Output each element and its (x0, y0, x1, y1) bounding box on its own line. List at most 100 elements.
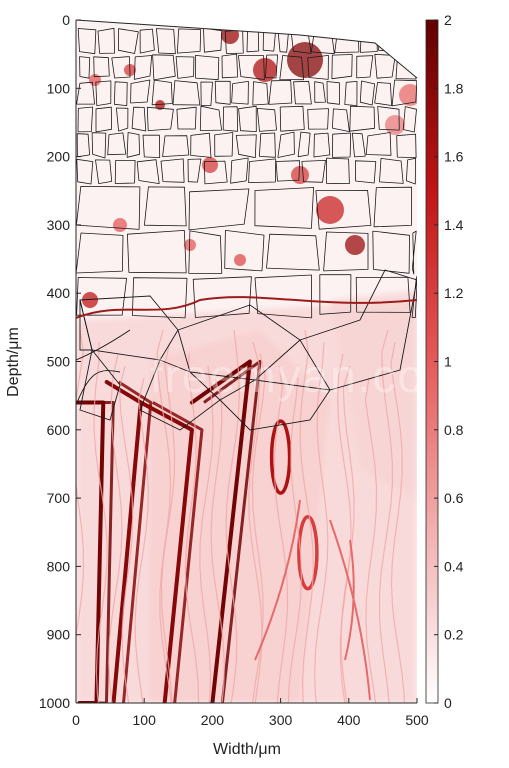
grain-boundary (293, 80, 312, 105)
grain-boundary (97, 27, 115, 54)
grain-boundary (396, 133, 417, 158)
grain-boundary (151, 79, 173, 106)
strain-trace (160, 341, 176, 703)
strain-trace (287, 377, 303, 703)
grain-boundary (77, 28, 97, 55)
grain-boundary (142, 134, 161, 158)
strain-trace (313, 341, 329, 703)
grain-boundary (162, 135, 190, 157)
grain-boundary (175, 56, 195, 79)
strain-band-edge (88, 400, 115, 703)
grain-boundary (132, 277, 188, 319)
strain-trace (273, 365, 289, 703)
grain-boundary (372, 230, 410, 274)
grain-boundary (214, 132, 234, 157)
colorbar-ticks: 0 0.2 0.4 0.6 0.8 1 1.2 1.4 1.6 1.8 2 (434, 12, 464, 711)
x-tick-label: 0 (72, 712, 80, 728)
grain-boundary (131, 106, 147, 132)
strain-trace (76, 329, 85, 703)
grain-boundary (139, 359, 221, 431)
y-tick-label: 400 (47, 285, 71, 301)
grain-boundary (200, 81, 213, 107)
grain-boundary (314, 81, 326, 103)
grain-boundary (265, 54, 278, 79)
grain-boundary (411, 275, 417, 318)
strain-trace (378, 329, 394, 703)
grain-boundary (406, 157, 416, 185)
grain-boundary (331, 54, 353, 80)
grain-boundary (76, 329, 131, 361)
grain-boundary (392, 27, 416, 55)
grain-boundary (355, 276, 411, 313)
strain-hotspot (221, 26, 239, 44)
grain-boundary (146, 106, 174, 131)
strain-hotspot (89, 74, 101, 86)
grain-boundary (107, 132, 127, 156)
grain-boundary (355, 160, 377, 184)
grain-boundary (332, 108, 350, 132)
strain-hotspot (82, 292, 98, 308)
y-tick-label: 800 (47, 558, 71, 574)
grain-boundary (76, 158, 94, 185)
grain-boundary (77, 106, 94, 133)
strain-trace (134, 377, 149, 703)
grain-boundary (326, 157, 350, 184)
strain-trace (156, 329, 172, 703)
grain-boundary (374, 82, 392, 106)
strain-band (189, 359, 252, 703)
grain-boundary (297, 131, 311, 158)
y-tick-label: 1000 (39, 695, 70, 711)
grain-boundary (76, 232, 124, 274)
x-axis-ticks: 0 100 200 300 400 500 (72, 698, 429, 728)
colorbar-tick-label: 1.2 (444, 285, 464, 301)
grain-boundary (349, 105, 375, 132)
strain-hotspot (316, 196, 344, 224)
grain-boundary (133, 55, 153, 80)
y-tick-label: 0 (62, 12, 70, 28)
grain-boundary (313, 132, 331, 158)
colorbar-tick-label: 2 (444, 12, 452, 28)
y-tick-label: 300 (47, 217, 71, 233)
strain-trace (118, 365, 134, 703)
grain-boundary (176, 106, 197, 130)
colorbar-tick-label: 1 (444, 354, 452, 370)
grain-boundary (254, 274, 313, 319)
grain-boundary (391, 79, 417, 107)
grain-boundary (190, 132, 212, 158)
y-axis-label: Depth/μm (5, 327, 22, 397)
x-tick-label: 100 (133, 712, 157, 728)
grain-boundary (230, 157, 249, 184)
strain-trace (225, 329, 240, 703)
grain-boundary (254, 187, 314, 229)
grain-boundary (307, 108, 329, 130)
strain-trace (184, 353, 200, 703)
grain-boundary (176, 28, 202, 54)
strain-hotspot (234, 254, 246, 266)
colorbar-tick-label: 1.8 (444, 80, 464, 96)
grain-boundary (344, 81, 358, 106)
grain-boundary (238, 55, 265, 80)
grain-boundary (111, 56, 131, 79)
grain-boundary-network (76, 27, 417, 431)
grain-boundary (356, 55, 374, 79)
strain-trace (254, 499, 301, 661)
strain-trace (93, 341, 108, 703)
grain-boundary (238, 105, 257, 132)
strain-band-edge (203, 360, 262, 703)
grain-boundary (204, 160, 228, 185)
watermark-text: freemyan.com (150, 350, 465, 402)
grain-boundary (231, 81, 249, 105)
colorbar-tick-label: 1.4 (444, 217, 464, 233)
grain-boundary (222, 106, 238, 132)
y-tick-label: 500 (47, 354, 71, 370)
grain-boundary (114, 81, 128, 106)
colorbar-tick-label: 0.6 (444, 490, 464, 506)
grain-boundary (279, 105, 305, 132)
y-tick-label: 200 (47, 149, 71, 165)
strain-trace (299, 329, 314, 703)
strain-band (138, 400, 194, 703)
strain-trace (344, 539, 355, 661)
grain-boundary (277, 131, 295, 158)
grain-boundary (199, 105, 222, 131)
